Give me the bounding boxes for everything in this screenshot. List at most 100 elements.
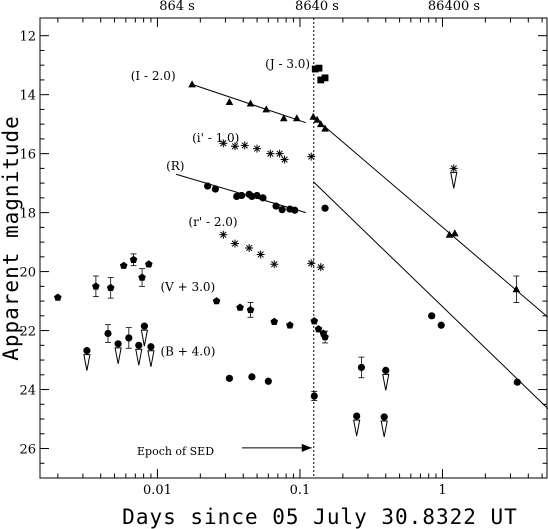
- data-point: [310, 317, 319, 325]
- data-point: [382, 366, 390, 374]
- data-point: [125, 334, 133, 342]
- asterisk-stroke: [308, 153, 315, 160]
- annotation-arrowhead: [301, 443, 312, 452]
- upper-limit-arrow: [135, 348, 143, 366]
- top-axis-label-864s: 864 s: [159, 0, 195, 14]
- asterisk-stroke: [231, 240, 239, 247]
- data-point: [238, 191, 246, 200]
- x-tick-label: 1: [438, 483, 446, 498]
- data-point: [357, 363, 366, 372]
- annotation-epoch-of-sed: Epoch of SED: [137, 445, 214, 458]
- asterisk-stroke: [253, 145, 261, 152]
- plot-frame: [39, 17, 548, 479]
- data-point: [307, 152, 316, 161]
- data-point: [147, 343, 155, 351]
- series-label: (I - 2.0): [131, 69, 176, 83]
- data-point: [83, 347, 91, 355]
- data-point: [262, 105, 271, 113]
- data-point: [450, 229, 459, 237]
- data-point: [270, 260, 279, 269]
- asterisk-stroke: [281, 156, 288, 163]
- data-point: [240, 141, 249, 150]
- data-point: [513, 378, 521, 386]
- data-point: [316, 120, 325, 128]
- asterisk-stroke: [271, 261, 278, 268]
- data-point: [278, 206, 286, 214]
- asterisk-stroke: [245, 244, 253, 252]
- chart-marks: (J - 3.0) (I - 2.0) (i' - 1.0) (R) (r' - 2.0…: [54, 57, 548, 438]
- data-point: [211, 185, 219, 193]
- upper-limit-arrow: [147, 350, 155, 367]
- data-point: [138, 273, 146, 281]
- data-point: [212, 297, 221, 305]
- data-point: [114, 340, 122, 348]
- y-tick-label: 16: [19, 148, 36, 163]
- upper-limit-arrow: [140, 329, 148, 347]
- data-point: [106, 283, 115, 292]
- data-point: [280, 155, 289, 164]
- asterisk-stroke: [450, 165, 457, 172]
- data-point: [428, 312, 436, 320]
- data-point: [253, 191, 261, 200]
- data-point: [279, 114, 288, 122]
- data-point: [310, 392, 318, 400]
- data-point: [380, 413, 388, 421]
- data-point: [275, 149, 284, 158]
- data-point: [119, 261, 128, 269]
- data-point: [104, 329, 112, 338]
- data-point: [317, 76, 325, 84]
- data-point: [311, 65, 319, 73]
- data-point: [129, 255, 138, 264]
- data-point: [256, 250, 265, 259]
- data-point: [321, 333, 329, 341]
- series--r-2-0-: [219, 230, 325, 272]
- series-label: (R): [166, 159, 184, 173]
- series-label: (V + 3.0): [160, 280, 215, 294]
- data-point: [291, 206, 299, 214]
- series--i-1-0-: [219, 139, 458, 189]
- data-point: [314, 325, 323, 333]
- data-point: [253, 144, 262, 153]
- data-point: [316, 263, 325, 272]
- asterisk-stroke: [257, 251, 264, 258]
- data-point: [230, 239, 239, 248]
- data-point: [272, 202, 280, 210]
- data-point: [292, 114, 301, 122]
- data-point: [449, 164, 458, 173]
- y-tick-label: 14: [19, 89, 36, 104]
- data-point: [307, 259, 316, 268]
- asterisk-stroke: [308, 260, 315, 267]
- data-point: [246, 99, 255, 107]
- y-tick-label: 26: [19, 443, 36, 458]
- data-point: [140, 322, 148, 330]
- asterisk-stroke: [241, 142, 248, 149]
- data-point: [321, 204, 329, 212]
- y-tick-label: 22: [19, 325, 36, 340]
- chart-axes: 0.01 0.1 1 12 14 16 18 20 22 24 26: [19, 17, 548, 498]
- y-tick-label: 24: [19, 384, 36, 399]
- data-point: [264, 377, 272, 385]
- series--i-2-0-: [188, 80, 521, 303]
- data-point: [321, 74, 329, 82]
- fit-line: [312, 116, 548, 318]
- fit-line: [312, 181, 548, 410]
- upper-limit-arrow: [382, 373, 390, 391]
- data-point: [219, 139, 228, 148]
- data-point: [145, 260, 153, 268]
- asterisk-stroke: [220, 140, 227, 147]
- data-point: [225, 98, 234, 106]
- series-label: (B + 4.0): [160, 345, 215, 359]
- asterisk-stroke: [267, 150, 274, 157]
- data-point: [248, 373, 256, 381]
- data-point: [245, 244, 254, 252]
- series-label: (i' - 1.0): [192, 131, 239, 145]
- data-point: [219, 230, 228, 239]
- series-label: (r' - 2.0): [188, 215, 237, 229]
- data-point: [353, 412, 361, 420]
- asterisk-stroke: [317, 263, 324, 271]
- asterisk-stroke: [276, 150, 283, 157]
- data-point: [135, 341, 143, 349]
- upper-limit-arrow: [450, 171, 458, 189]
- x-tick-label: 0.1: [290, 483, 311, 498]
- data-point: [54, 293, 62, 301]
